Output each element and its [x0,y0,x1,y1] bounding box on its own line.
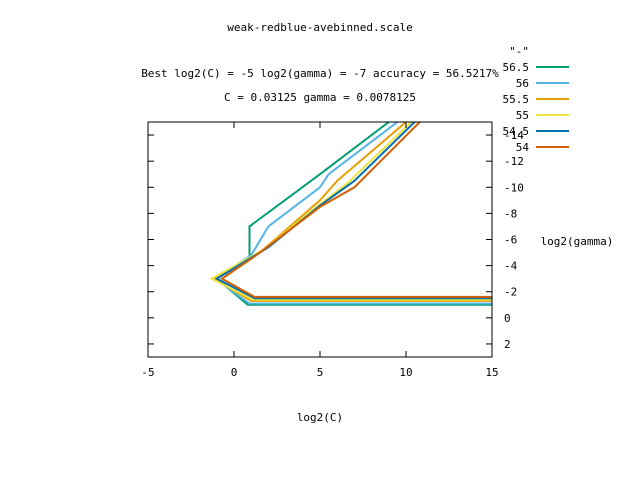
x-axis-label: log2(C) [297,411,343,424]
plot-frame [147,121,493,358]
chart-title: weak-redblue-avebinned.scale [227,21,412,34]
y-tick-label: -2 [504,286,517,299]
x-tick-label: 15 [485,366,498,379]
series-line-56 [213,122,492,305]
y-tick-label: -4 [504,260,518,273]
x-tick-label: 0 [231,366,238,379]
series-layer [209,122,492,306]
series-line-54 [220,122,492,298]
legend-label: 56 [516,77,529,90]
y-tick-label: -12 [504,155,524,168]
legend-title: "-" [509,45,529,58]
y-axis: 2 0 -2 -4 -6 -8 -10 -12 -14 [148,129,524,351]
x-tick-label: -5 [141,366,154,379]
legend-label: 55 [516,109,529,122]
legend-label: 55.5 [503,93,530,106]
legend-label: 54 [516,141,530,154]
y-tick-label: 2 [504,338,511,351]
series-line-56.5 [215,122,492,306]
x-axis: -5 0 5 10 15 [141,122,499,379]
chart-subtitle-params: C = 0.03125 gamma = 0.0078125 [224,91,416,104]
legend-label: 54.5 [503,125,530,138]
chart-subtitle-best: Best log2(C) = -5 log2(gamma) = -7 accur… [141,67,499,80]
legend-label: 56.5 [503,61,530,74]
series-line-55 [209,122,492,301]
legend: "-" 56.5 56 55.5 55 54.5 54 [503,45,569,154]
y-tick-label: -10 [504,181,524,194]
y-tick-label: -8 [504,207,517,220]
y-tick-label: -6 [504,234,517,247]
y-tick-label: -14 [504,129,524,142]
y-tick-label: 0 [504,312,511,325]
x-tick-label: 10 [399,366,412,379]
y-axis-label: log2(gamma) [541,235,614,248]
series-line-54.5 [214,122,492,300]
x-tick-label: 5 [317,366,324,379]
